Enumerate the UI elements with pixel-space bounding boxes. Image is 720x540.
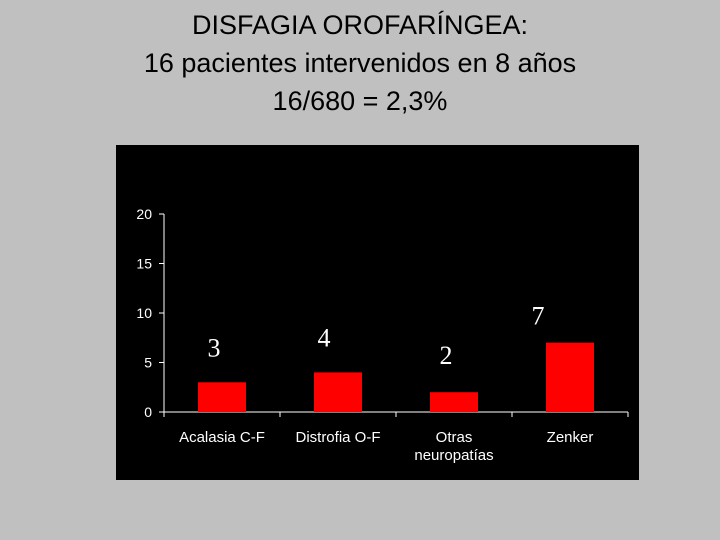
data-label: 4 — [318, 323, 331, 352]
slide-title: DISFAGIA OROFARÍNGEA: 16 pacientes inter… — [0, 6, 720, 120]
x-category-label: Zenker — [547, 429, 594, 446]
data-label: 2 — [440, 341, 453, 370]
title-line-1: DISFAGIA OROFARÍNGEA: — [191, 10, 529, 40]
title-line-3: 16/680 = 2,3% — [272, 86, 448, 116]
data-label: 7 — [532, 302, 545, 331]
x-category-label: Distrofia O-F — [295, 429, 380, 446]
x-category-label: Acalasia C-F — [179, 429, 265, 446]
title-line-2: 16 pacientes intervenidos en 8 años — [143, 48, 577, 78]
y-tick-label: 5 — [144, 355, 152, 371]
bar — [198, 382, 246, 412]
bar — [546, 342, 594, 412]
bar — [430, 392, 478, 412]
data-label: 3 — [208, 333, 221, 362]
x-category-label: neuropatías — [414, 447, 493, 464]
x-category-label: Otras — [436, 429, 473, 446]
chart-plot-area: 0 5 10 15 20 3 Acalasia C-F 4 Distrofia O-F 2 Otra… — [136, 206, 629, 464]
y-tick-label: 0 — [144, 404, 152, 420]
y-tick-label: 20 — [136, 206, 152, 222]
y-tick-label: 15 — [136, 256, 152, 272]
bar — [314, 372, 362, 412]
y-tick-label: 10 — [136, 305, 152, 321]
chart-background — [116, 145, 639, 480]
